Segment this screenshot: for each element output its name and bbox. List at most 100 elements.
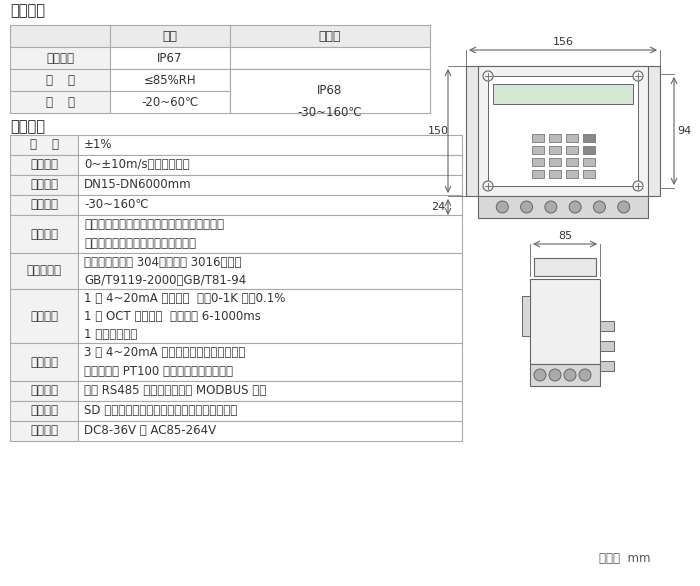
Bar [466,66,660,196]
Circle shape [496,201,508,213]
Bar [78,215,462,253]
Bar [10,25,110,47]
Bar [78,195,462,215]
Bar [531,158,543,166]
Bar [10,135,78,155]
Text: 94: 94 [677,126,691,136]
Bar [110,69,230,91]
Bar [549,134,561,142]
Bar [10,381,78,401]
Bar [600,341,614,351]
Text: ≤85%RH: ≤85%RH [144,73,196,87]
Bar [531,134,543,142]
Bar [230,47,430,69]
Text: 水、海水、污水、酸碱液、酒精、啤酒、各类: 水、海水、污水、酸碱液、酒精、啤酒、各类 [84,218,224,231]
Bar [10,421,78,441]
Text: 湿    度: 湿 度 [46,73,74,87]
Text: 1 路继电器输出: 1 路继电器输出 [84,328,137,340]
Circle shape [534,369,546,381]
Text: 数据存储: 数据存储 [30,404,58,417]
Bar [10,343,78,381]
Bar [10,215,78,253]
Bar [10,69,110,91]
Bar [600,361,614,371]
Text: 精    度: 精 度 [29,138,59,152]
Bar [600,321,614,331]
Text: 传感器材质: 传感器材质 [27,264,62,278]
Text: 温    度: 温 度 [46,96,74,108]
Text: 防护等级: 防护等级 [46,52,74,64]
Bar [478,196,648,218]
Circle shape [594,201,606,213]
Text: 24: 24 [431,202,445,212]
Text: IP68: IP68 [317,84,342,97]
Text: -30~160℃: -30~160℃ [84,199,148,212]
Text: GB/T9119-2000、GB/T81-94: GB/T9119-2000、GB/T81-94 [84,274,246,287]
Text: -30~160℃: -30~160℃ [298,107,363,120]
Bar [230,91,430,113]
Bar [10,91,110,113]
Text: DN15-DN6000mm: DN15-DN6000mm [84,179,192,192]
Text: 钢碳钢、不锈钢 304、不锈钢 3016、法兰: 钢碳钢、不锈钢 304、不锈钢 3016、法兰 [84,255,241,268]
Bar [110,47,230,69]
Text: 1 路 4~20mA 电流输出  阻抗0-1K 精度0.1%: 1 路 4~20mA 电流输出 阻抗0-1K 精度0.1% [84,291,286,305]
Bar [78,253,462,289]
Bar [78,343,462,381]
Text: 隔离 RS485 串行接口，支持 MODBUS 协议: 隔离 RS485 串行接口，支持 MODBUS 协议 [84,384,266,397]
Text: 主机: 主机 [162,29,178,43]
Text: 传感器: 传感器 [318,29,342,43]
Bar [10,175,78,195]
Bar [78,155,462,175]
Circle shape [549,369,561,381]
Text: 150: 150 [428,126,449,136]
Bar [566,170,578,178]
Bar [10,47,110,69]
Text: 3 路 4~20mA 电流输入，可做数据采集器: 3 路 4~20mA 电流输入，可做数据采集器 [84,346,246,359]
Bar [488,76,638,186]
Bar [110,91,230,113]
Text: 流速范围: 流速范围 [30,158,58,172]
Bar [493,84,633,104]
Text: 85: 85 [558,231,572,241]
Text: ±1%: ±1% [84,138,113,152]
Bar [78,289,462,343]
Bar [549,146,561,154]
Text: 通信接口: 通信接口 [30,384,58,397]
Text: -20~60℃: -20~60℃ [141,96,199,108]
Text: 信号输出: 信号输出 [30,309,58,322]
Bar [78,421,462,441]
Bar [78,401,462,421]
Circle shape [569,201,581,213]
Text: 油类等能传导超声波的单一均匀液体: 油类等能传导超声波的单一均匀液体 [84,237,196,250]
Bar [530,279,600,364]
Bar [10,155,78,175]
Bar [78,381,462,401]
Bar [582,170,594,178]
Bar [522,296,530,336]
Circle shape [545,201,557,213]
Bar [549,170,561,178]
Text: 单位：  mm: 单位： mm [599,551,651,564]
Circle shape [483,71,493,81]
Text: 0~±10m/s，正反向测量: 0~±10m/s，正反向测量 [84,158,190,172]
Bar [78,135,462,155]
Text: SD 卡定时存储设定的参数及测量结果（选配）: SD 卡定时存储设定的参数及测量结果（选配） [84,404,237,417]
Text: 连接三线制 PT100 铂电阻，实现热量测量: 连接三线制 PT100 铂电阻，实现热量测量 [84,365,233,378]
Text: IP67: IP67 [158,52,183,64]
Text: DC8-36V 或 AC85-264V: DC8-36V 或 AC85-264V [84,424,216,438]
Bar [230,69,430,113]
Text: 156: 156 [552,37,573,47]
Bar [10,195,78,215]
Text: 基本参数: 基本参数 [10,120,45,135]
Circle shape [617,201,630,213]
Circle shape [633,71,643,81]
Bar [566,146,578,154]
Text: 流体种类: 流体种类 [30,227,58,240]
Text: 流体温度: 流体温度 [30,199,58,212]
Text: 1 路 OCT 脉冲输出  脉冲宽度 6-1000ms: 1 路 OCT 脉冲输出 脉冲宽度 6-1000ms [84,309,261,322]
Text: 信号输入: 信号输入 [30,356,58,369]
Bar [582,158,594,166]
Bar [582,134,594,142]
Bar [534,258,596,276]
Text: 管道口径: 管道口径 [30,179,58,192]
